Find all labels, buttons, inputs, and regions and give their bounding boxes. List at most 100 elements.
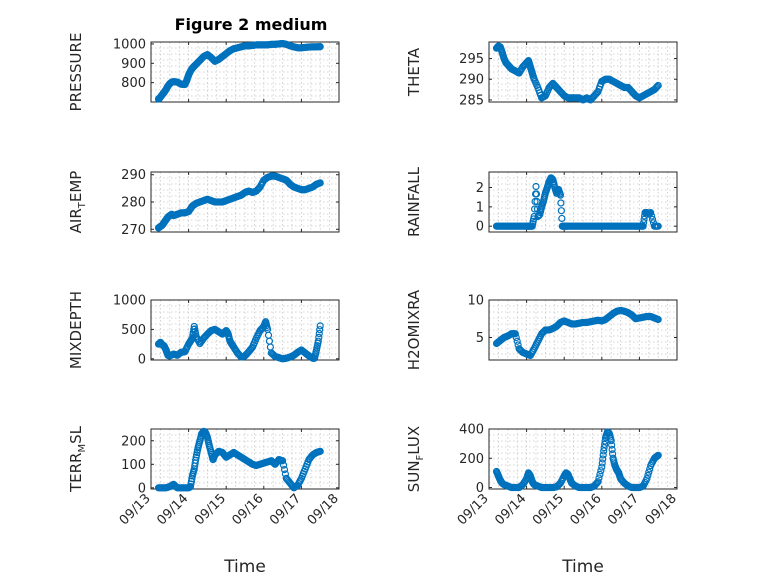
y-axis-label: H2OMIXRA (405, 289, 423, 370)
data-point (558, 214, 566, 223)
data-point (654, 222, 662, 230)
data-point (608, 445, 616, 454)
data-point (598, 459, 606, 467)
y-tick-label: 0 (476, 481, 484, 496)
data-point (648, 215, 657, 224)
x-tick-label: 09/16 (230, 491, 267, 528)
data-point (511, 330, 519, 338)
series-markers (154, 427, 324, 492)
axes-box (488, 171, 678, 233)
axes-box (488, 299, 678, 361)
y-axis-label: THETA (405, 47, 423, 97)
x-tick-label: 09/18 (305, 491, 342, 528)
data-point (652, 83, 660, 92)
y-tick-label: 290 (121, 168, 146, 183)
subplot-0: 800 900 1000 PRESSURE (67, 33, 340, 112)
data-point (514, 341, 522, 349)
x-tick-label: 09/14 (492, 491, 529, 528)
data-point (645, 468, 653, 476)
y-axis-label: RAINFALL (405, 166, 423, 237)
data-point (269, 458, 277, 467)
data-point (597, 467, 605, 475)
x-tick-label: 09/15 (530, 491, 567, 528)
y-tick-label: 500 (121, 323, 146, 338)
data-point (556, 191, 565, 199)
data-point (640, 219, 648, 227)
data-point (594, 478, 602, 486)
y-tick-label: 200 (121, 434, 146, 449)
figure-title: Figure 2 medium (175, 15, 328, 34)
y-tick-label: 0 (138, 352, 146, 367)
subplot-4: 0 500 1000 MIXDEPTH (67, 291, 340, 369)
y-tick-label: 100 (121, 458, 146, 473)
series-markers (492, 174, 662, 230)
data-point (593, 89, 601, 97)
data-point (316, 43, 324, 51)
y-axis-label: TERRMSL (67, 425, 88, 493)
data-point (608, 441, 616, 449)
axes-box (150, 299, 340, 361)
data-point (648, 212, 656, 220)
data-point (599, 451, 607, 459)
axes-box (150, 41, 340, 103)
subplot-7: 0 200 400 09/13 09/14 09/15 09/16 09/17 09/18 Tim… (405, 423, 680, 578)
axes-box (150, 428, 340, 490)
data-point (532, 190, 541, 198)
y-tick-label: 290 (459, 73, 484, 88)
y-axis-label: PRESSURE (67, 33, 85, 112)
data-point (316, 322, 324, 330)
y-tick-label: 0 (138, 481, 146, 496)
subplot-2: 270 280 290 AIRTEMP (67, 168, 340, 238)
x-tick-label: 09/13 (117, 491, 154, 528)
data-point (280, 465, 289, 474)
y-axis-label: AIRTEMP (67, 171, 88, 234)
y-tick-label: 270 (121, 223, 146, 238)
data-point (643, 475, 651, 483)
data-point (532, 182, 540, 191)
series-markers (154, 39, 324, 103)
y-tick-label: 285 (459, 93, 484, 108)
y-tick-label: 280 (121, 196, 146, 211)
y-tick-label: 1 (476, 200, 484, 215)
data-point (599, 455, 607, 463)
data-point (654, 451, 662, 459)
x-axis-label: Time (223, 557, 266, 577)
data-point (600, 447, 608, 455)
data-point (279, 461, 288, 469)
x-tick-label: 09/17 (605, 491, 642, 528)
series-markers (154, 318, 324, 363)
subplot-5: 5 10 H2OMIXRA (405, 289, 678, 370)
data-point (598, 463, 606, 471)
data-point (596, 470, 604, 478)
data-point (279, 457, 287, 465)
y-tick-label: 900 (121, 57, 146, 72)
data-point (654, 81, 662, 90)
y-tick-label: 0 (476, 220, 484, 235)
data-point (316, 179, 324, 187)
y-tick-label: 295 (459, 52, 484, 67)
data-point (316, 447, 324, 455)
subplot-1: 285 290 295 THETA (405, 41, 678, 108)
y-tick-label: 1000 (113, 37, 146, 52)
data-point (512, 333, 520, 342)
x-tick-label: 09/14 (154, 491, 191, 528)
series-markers (492, 306, 662, 360)
data-point (557, 199, 565, 207)
data-point (647, 209, 655, 217)
x-tick-label: 09/13 (455, 491, 492, 528)
data-point (315, 329, 323, 338)
data-point (639, 222, 647, 230)
data-point (644, 471, 652, 480)
x-tick-label: 09/15 (192, 491, 229, 528)
subplot-3: 0 1 2 RAINFALL (405, 166, 678, 237)
y-tick-label: 1000 (113, 294, 146, 309)
data-point (654, 315, 662, 324)
x-tick-label: 09/17 (267, 491, 304, 528)
subplot-6: 0 100 200 09/13 09/14 09/15 09/16 09/17 09/18 Tim… (67, 425, 342, 577)
data-point (314, 337, 322, 345)
data-point (557, 207, 565, 215)
data-point (513, 337, 521, 345)
series-markers (492, 42, 662, 104)
